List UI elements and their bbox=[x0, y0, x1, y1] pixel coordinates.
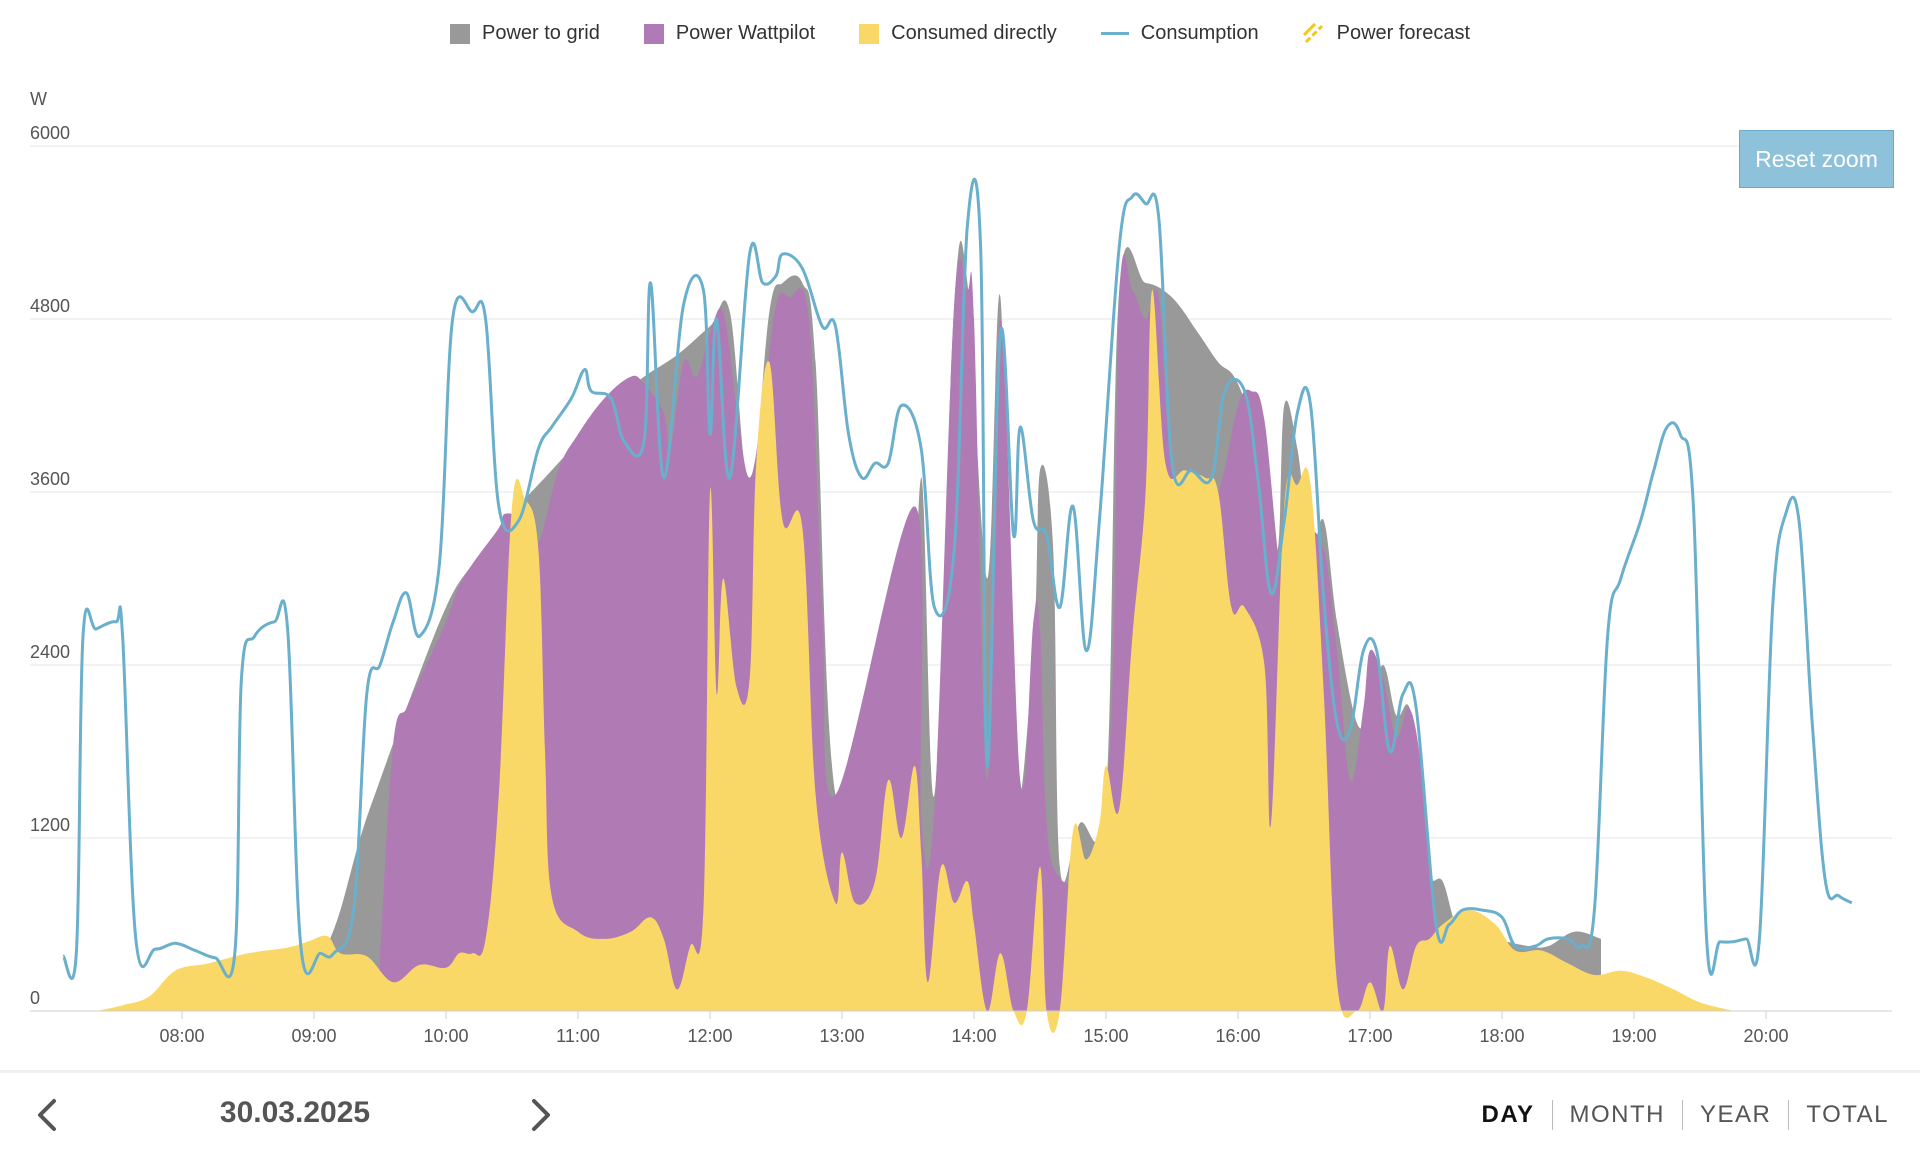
x-tick-label: 20:00 bbox=[1743, 1026, 1788, 1046]
area-consumed-directly bbox=[96, 290, 1734, 1033]
y-axis-unit: W bbox=[30, 89, 47, 109]
legend-item-power-to-grid[interactable]: Power to grid bbox=[449, 22, 600, 45]
energy-chart[interactable]: 0 1200 2400 3600 4800 6000 W 08:00 09:00 10:00 11:… bbox=[0, 0, 1920, 1060]
tab-month[interactable]: MONTH bbox=[1551, 1100, 1682, 1130]
legend-label-power-to-grid: Power to grid bbox=[481, 22, 600, 44]
x-tick-label: 10:00 bbox=[423, 1026, 468, 1046]
x-tick-label: 09:00 bbox=[291, 1026, 336, 1046]
power-to-grid-swatch bbox=[449, 23, 470, 44]
x-tick-label: 08:00 bbox=[159, 1026, 204, 1046]
legend-item-consumption[interactable]: Consumption bbox=[1100, 22, 1259, 45]
y-tick-label: 1200 bbox=[30, 815, 70, 835]
x-tick-label: 17:00 bbox=[1347, 1026, 1392, 1046]
chart-legend: Power to grid Power Wattpilot Consumed d… bbox=[0, 22, 1920, 45]
consumption-swatch bbox=[1100, 32, 1129, 35]
x-tick-label: 15:00 bbox=[1083, 1026, 1128, 1046]
tab-year[interactable]: YEAR bbox=[1682, 1100, 1788, 1130]
x-tick-label: 16:00 bbox=[1215, 1026, 1260, 1046]
x-tick-label: 13:00 bbox=[819, 1026, 864, 1046]
consumed-directly-swatch bbox=[859, 23, 880, 44]
period-tabs: DAY MONTH YEAR TOTAL bbox=[1465, 1100, 1906, 1130]
y-tick-label: 6000 bbox=[30, 123, 70, 143]
y-tick-label: 2400 bbox=[30, 642, 70, 662]
line-consumption bbox=[61, 177, 1853, 980]
footer-divider bbox=[0, 1070, 1920, 1073]
legend-label-consumption: Consumption bbox=[1140, 22, 1259, 44]
power-wattpilot-swatch bbox=[643, 23, 664, 44]
forecast-swatch-icon bbox=[1302, 22, 1323, 43]
x-tick-label: 14:00 bbox=[951, 1026, 996, 1046]
next-day-chevron-right-icon[interactable] bbox=[520, 1095, 560, 1135]
reset-zoom-button[interactable]: Reset zoom bbox=[1739, 130, 1894, 188]
tab-day[interactable]: DAY bbox=[1481, 1101, 1535, 1128]
legend-label-consumed-directly: Consumed directly bbox=[891, 22, 1057, 44]
legend-item-consumed-directly[interactable]: Consumed directly bbox=[859, 22, 1057, 45]
legend-label-power-wattpilot: Power Wattpilot bbox=[675, 22, 816, 44]
y-tick-label: 4800 bbox=[30, 296, 70, 316]
x-tick-label: 11:00 bbox=[556, 1026, 600, 1046]
tab-total[interactable]: TOTAL bbox=[1788, 1100, 1906, 1130]
current-date[interactable]: 30.03.2025 bbox=[219, 1096, 371, 1129]
legend-label-power-forecast: Power forecast bbox=[1336, 22, 1470, 44]
legend-item-power-wattpilot[interactable]: Power Wattpilot bbox=[643, 22, 816, 45]
y-tick-label: 0 bbox=[30, 988, 40, 1008]
x-tick-label: 18:00 bbox=[1479, 1026, 1524, 1046]
y-tick-label: 3600 bbox=[30, 469, 70, 489]
x-tick-label: 19:00 bbox=[1611, 1026, 1656, 1046]
x-tick-label: 12:00 bbox=[687, 1026, 732, 1046]
legend-item-power-forecast[interactable]: Power forecast bbox=[1302, 22, 1470, 45]
previous-day-chevron-left-icon[interactable] bbox=[28, 1095, 68, 1135]
